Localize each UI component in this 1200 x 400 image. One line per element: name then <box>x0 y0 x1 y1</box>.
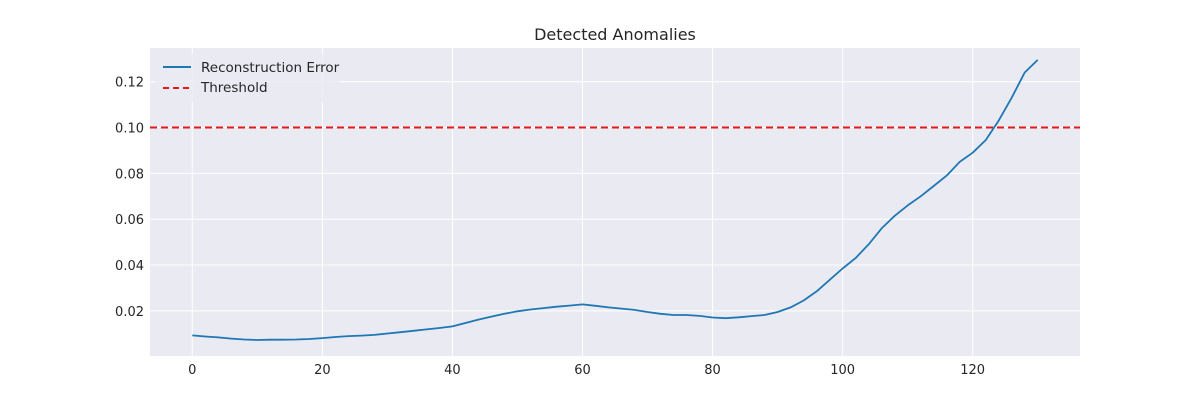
x-tick-label: 40 <box>444 363 461 378</box>
x-tick-labels: 0 20 40 60 80 100 120 <box>188 363 985 378</box>
series-layer <box>192 59 1039 341</box>
y-tick-label: 0.08 <box>115 167 144 182</box>
legend: Reconstruction Error Threshold <box>155 54 340 102</box>
y-tick-label: 0.12 <box>115 76 144 91</box>
y-tick-label: 0.10 <box>115 122 144 137</box>
x-tick-label: 100 <box>830 363 855 378</box>
legend-label-reconstruction-error: Reconstruction Error <box>201 60 340 76</box>
legend-label-threshold: Threshold <box>200 80 268 96</box>
x-tick-label: 60 <box>574 363 591 378</box>
x-tick-label: 0 <box>188 363 196 378</box>
legend-frame <box>155 54 340 102</box>
x-tick-label: 20 <box>314 363 331 378</box>
y-tick-labels: 0.02 0.04 0.06 0.08 0.10 0.12 <box>115 76 144 320</box>
y-tick-label: 0.06 <box>115 213 144 228</box>
y-tick-label: 0.02 <box>115 305 144 320</box>
x-tick-label: 80 <box>704 363 721 378</box>
y-tick-label: 0.04 <box>115 259 144 274</box>
chart-title: Detected Anomalies <box>534 25 696 44</box>
x-tick-label: 120 <box>960 363 985 378</box>
reconstruction-error-line <box>192 59 1039 341</box>
